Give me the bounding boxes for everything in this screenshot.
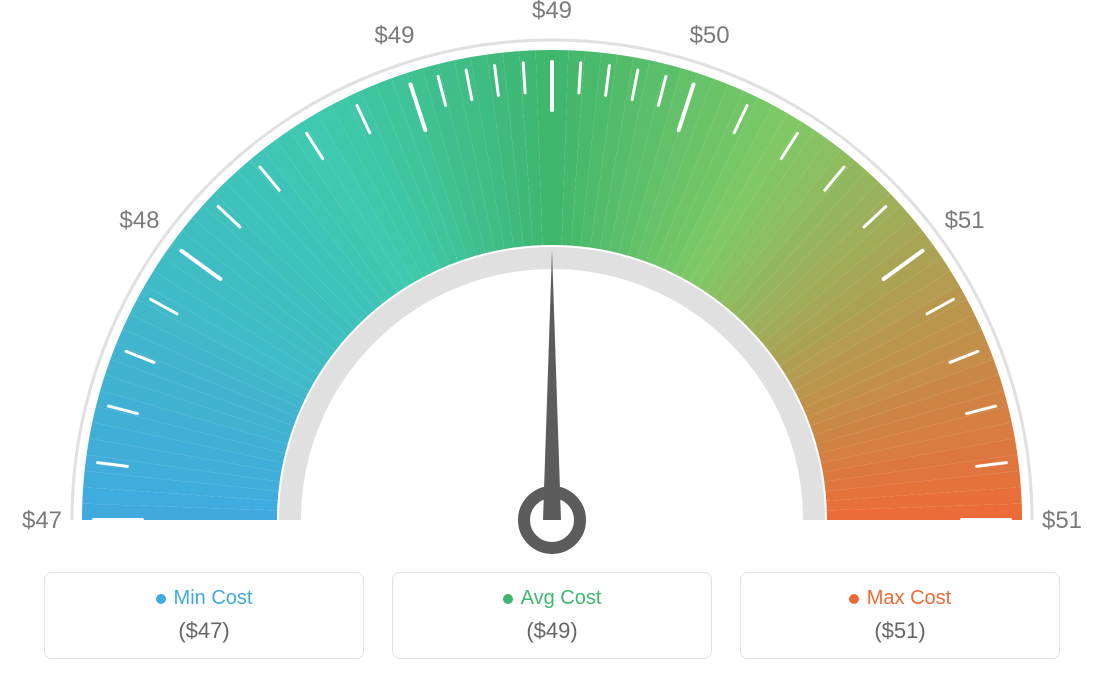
legend-value: ($49)	[403, 618, 701, 644]
legend-dot-icon	[503, 594, 513, 604]
gauge-tick-label: $47	[22, 507, 62, 534]
legend-label: Avg Cost	[521, 587, 602, 610]
legend-label: Min Cost	[174, 587, 253, 610]
legend-value: ($51)	[751, 618, 1049, 644]
gauge-tick-label: $49	[374, 22, 414, 49]
gauge-tick-label: $51	[1042, 507, 1082, 534]
legend-label: Max Cost	[867, 587, 951, 610]
legend-card-avg: Avg Cost ($49)	[392, 572, 712, 659]
legend-row: Min Cost ($47) Avg Cost ($49) Max Cost ($51)	[0, 560, 1104, 659]
legend-value: ($47)	[55, 618, 353, 644]
gauge-tick-label: $48	[119, 207, 159, 234]
gauge-svg: $47 $48 $49 $49 $50 $51 $51	[0, 0, 1104, 560]
legend-top: Max Cost	[849, 587, 951, 610]
legend-top: Min Cost	[156, 587, 253, 610]
legend-card-max: Max Cost ($51)	[740, 572, 1060, 659]
gauge-tick-label: $51	[945, 207, 985, 234]
legend-dot-icon	[156, 594, 166, 604]
gauge-tick-label: $50	[690, 22, 730, 49]
legend-dot-icon	[849, 594, 859, 604]
legend-top: Avg Cost	[503, 587, 602, 610]
gauge-tick-label: $49	[532, 0, 572, 24]
legend-card-min: Min Cost ($47)	[44, 572, 364, 659]
gauge-needle	[543, 250, 561, 520]
gauge-chart: $47 $48 $49 $49 $50 $51 $51	[0, 0, 1104, 560]
